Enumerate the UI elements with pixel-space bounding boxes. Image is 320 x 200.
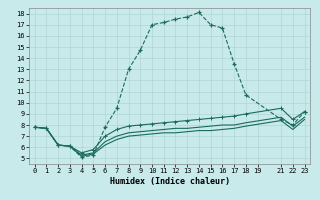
X-axis label: Humidex (Indice chaleur): Humidex (Indice chaleur) [109,177,229,186]
